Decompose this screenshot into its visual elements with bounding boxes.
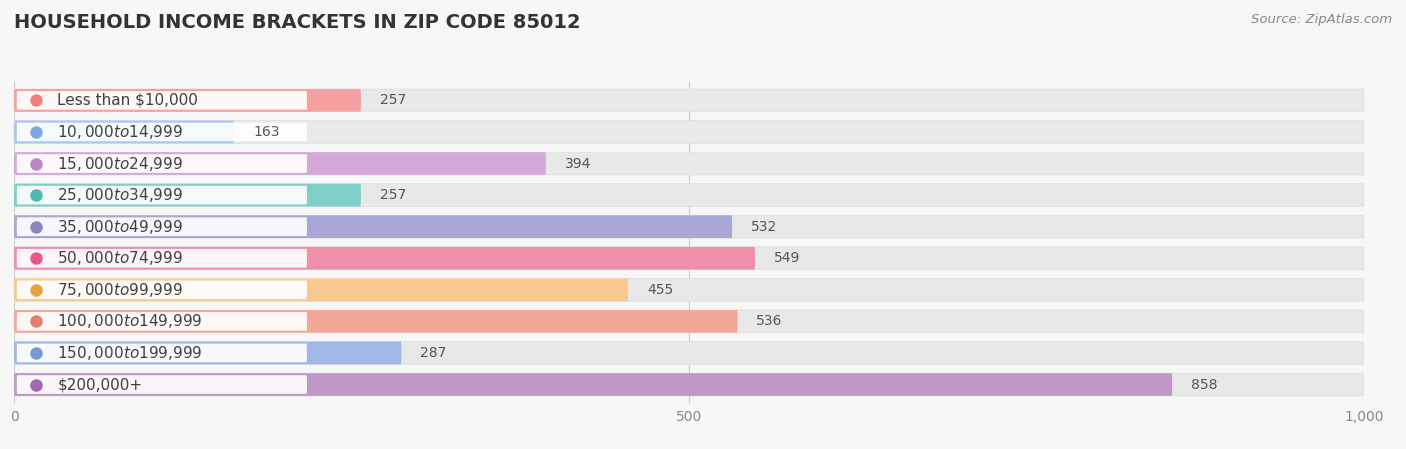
Text: $15,000 to $24,999: $15,000 to $24,999 [58, 154, 183, 172]
Text: $200,000+: $200,000+ [58, 377, 142, 392]
Text: 163: 163 [253, 125, 280, 139]
FancyBboxPatch shape [14, 152, 546, 175]
Text: 257: 257 [380, 93, 406, 107]
Text: $35,000 to $49,999: $35,000 to $49,999 [58, 218, 183, 236]
FancyBboxPatch shape [17, 217, 307, 236]
FancyBboxPatch shape [14, 152, 1364, 175]
Text: $50,000 to $74,999: $50,000 to $74,999 [58, 249, 183, 267]
Text: $150,000 to $199,999: $150,000 to $199,999 [58, 344, 202, 362]
Text: $100,000 to $149,999: $100,000 to $149,999 [58, 313, 202, 330]
Text: 858: 858 [1191, 378, 1218, 392]
FancyBboxPatch shape [14, 216, 733, 238]
FancyBboxPatch shape [17, 281, 307, 299]
FancyBboxPatch shape [14, 373, 1364, 396]
FancyBboxPatch shape [17, 312, 307, 331]
FancyBboxPatch shape [14, 121, 233, 143]
Text: 536: 536 [756, 314, 783, 328]
Text: $10,000 to $14,999: $10,000 to $14,999 [58, 123, 183, 141]
FancyBboxPatch shape [17, 186, 307, 204]
FancyBboxPatch shape [14, 121, 1364, 143]
FancyBboxPatch shape [14, 373, 1173, 396]
FancyBboxPatch shape [14, 89, 1364, 112]
FancyBboxPatch shape [17, 123, 307, 141]
FancyBboxPatch shape [17, 154, 307, 173]
FancyBboxPatch shape [14, 89, 361, 112]
FancyBboxPatch shape [17, 91, 307, 110]
FancyBboxPatch shape [17, 375, 307, 394]
FancyBboxPatch shape [14, 216, 1364, 238]
Text: 532: 532 [751, 220, 778, 233]
Text: 394: 394 [565, 157, 591, 171]
Text: Source: ZipAtlas.com: Source: ZipAtlas.com [1251, 13, 1392, 26]
FancyBboxPatch shape [14, 278, 628, 301]
FancyBboxPatch shape [17, 343, 307, 362]
FancyBboxPatch shape [14, 342, 1364, 364]
FancyBboxPatch shape [14, 184, 361, 207]
FancyBboxPatch shape [14, 278, 1364, 301]
Text: 455: 455 [647, 283, 673, 297]
FancyBboxPatch shape [14, 310, 738, 333]
FancyBboxPatch shape [14, 310, 1364, 333]
FancyBboxPatch shape [14, 247, 1364, 269]
Text: Less than $10,000: Less than $10,000 [58, 93, 198, 108]
Text: 549: 549 [773, 251, 800, 265]
Text: $25,000 to $34,999: $25,000 to $34,999 [58, 186, 183, 204]
Text: 257: 257 [380, 188, 406, 202]
FancyBboxPatch shape [14, 184, 1364, 207]
FancyBboxPatch shape [14, 342, 402, 364]
Text: HOUSEHOLD INCOME BRACKETS IN ZIP CODE 85012: HOUSEHOLD INCOME BRACKETS IN ZIP CODE 85… [14, 13, 581, 32]
FancyBboxPatch shape [14, 247, 755, 269]
Text: $75,000 to $99,999: $75,000 to $99,999 [58, 281, 183, 299]
FancyBboxPatch shape [17, 249, 307, 268]
Text: 287: 287 [420, 346, 447, 360]
